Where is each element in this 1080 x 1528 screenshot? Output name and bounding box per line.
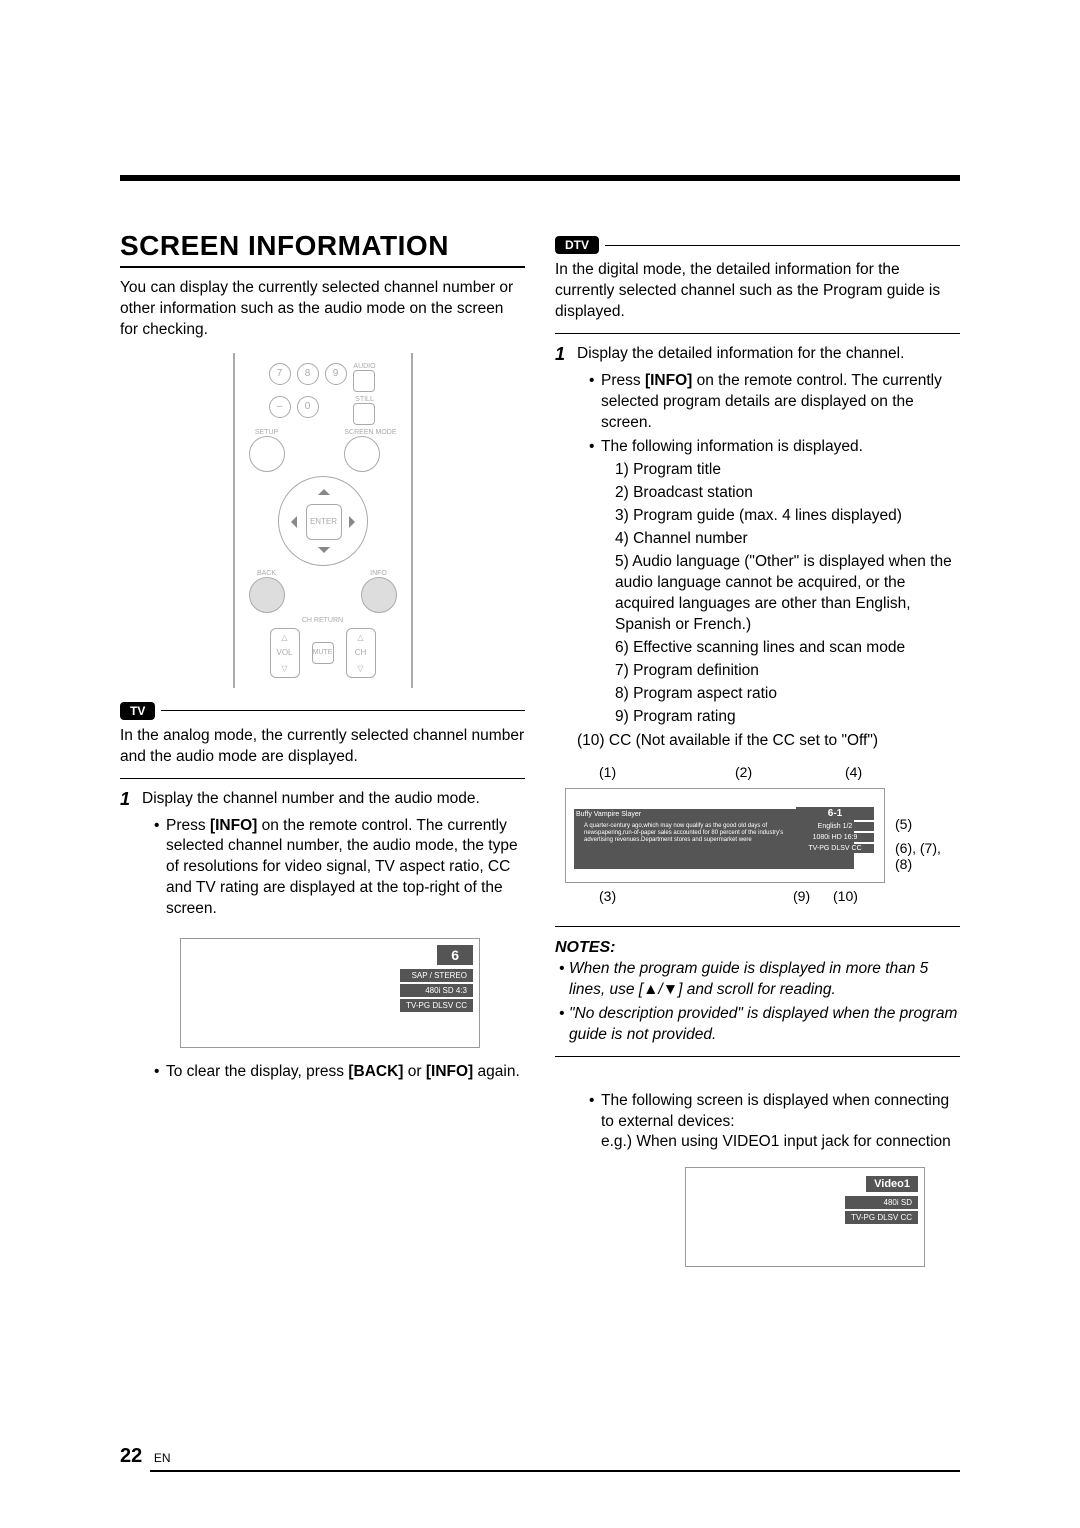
video-osd-figure: Video1 480i SD TV-PG DLSV CC <box>685 1167 960 1267</box>
dtv-channel: 6-1 <box>796 807 874 820</box>
callout-2: (2) <box>735 764 752 780</box>
left-step-1: 1 Display the channel number and the aud… <box>120 789 525 925</box>
info-item-3: 3) Program guide (max. 4 lines displayed… <box>615 506 960 527</box>
left-bullet-2: To clear the display, press [BACK] or [I… <box>154 1062 525 1083</box>
remote-screen-key <box>344 436 380 472</box>
remote-key-minus: – <box>269 396 291 418</box>
info-item-5: 5) Audio language ("Other" is displayed … <box>615 552 960 636</box>
remote-figure: 7 8 9 AUDIO – 0 STILL <box>120 353 525 688</box>
remote-mute-key: MUTE <box>312 642 334 664</box>
remote-key-8: 8 <box>297 363 319 385</box>
external-bullet: The following screen is displayed when c… <box>589 1091 960 1154</box>
info-label: INFO <box>361 570 397 577</box>
remote-still-key <box>353 403 375 425</box>
callout-678: (6), (7), (8) <box>895 840 955 872</box>
right-bullet-1: Press [INFO] on the remote control. The … <box>589 371 960 434</box>
info-item-8: 8) Program aspect ratio <box>615 684 960 705</box>
callout-3: (3) <box>599 888 616 904</box>
callout-10: (10) <box>833 888 858 904</box>
dtv-rating: TV-PG DLSV CC <box>796 844 874 853</box>
remote-dpad: ENTER <box>278 476 368 566</box>
screen-label: SCREEN MODE <box>344 429 396 436</box>
dtv-scan: 1080i HD 16:9 <box>796 833 874 842</box>
dtv-osd-figure: (1) (2) (4) (5) (6), (7), (8) (3) (9) (1… <box>555 764 960 914</box>
remote-key-9: 9 <box>325 363 347 385</box>
right-step-1: 1 Display the detailed information for t… <box>555 344 960 753</box>
audio-label: AUDIO <box>353 363 377 370</box>
dtv-program-title: Buffy Vampire Slayer <box>576 811 641 818</box>
osd-res: 480i SD 4:3 <box>400 984 473 997</box>
callout-4: (4) <box>845 764 862 780</box>
remote-ch-rocker: △CH▽ <box>346 628 376 678</box>
remote-vol-rocker: △VOL▽ <box>270 628 300 678</box>
step-number: 1 <box>555 344 577 753</box>
info-item-10: (10) CC (Not available if the CC set to … <box>577 731 960 752</box>
remote-info-key <box>361 577 397 613</box>
left-column: SCREEN INFORMATION You can display the c… <box>120 230 525 1281</box>
right-step-1-text: Display the detailed information for the… <box>577 344 960 365</box>
analog-osd-figure: 6 SAP / STEREO 480i SD 4:3 TV-PG DLSV CC <box>180 938 525 1048</box>
info-item-2: 2) Broadcast station <box>615 483 960 504</box>
info-item-4: 4) Channel number <box>615 529 960 550</box>
dtv-intro: In the digital mode, the detailed inform… <box>555 260 960 323</box>
notes-heading: NOTES: <box>555 937 960 959</box>
info-item-6: 6) Effective scanning lines and scan mod… <box>615 638 960 659</box>
step-number: 1 <box>120 789 142 925</box>
note-2: "No description provided" is displayed w… <box>559 1004 960 1046</box>
remote-setup-key <box>249 436 285 472</box>
osd-audio: SAP / STEREO <box>400 969 473 982</box>
tv-badge-row: TV <box>120 702 525 720</box>
dtv-guide-text: A quarter-century ago,which may now qual… <box>584 823 784 843</box>
page-heading: SCREEN INFORMATION <box>120 230 525 268</box>
setup-label: SETUP <box>249 429 285 436</box>
remote-enter-key: ENTER <box>306 504 342 540</box>
page-footer: 22 EN <box>120 1445 170 1468</box>
remote-audio-key <box>353 370 375 392</box>
video-res: 480i SD <box>845 1196 918 1209</box>
tv-intro: In the analog mode, the currently select… <box>120 726 525 768</box>
note-1: When the program guide is displayed in m… <box>559 959 960 1001</box>
remote-key-7: 7 <box>269 363 291 385</box>
right-column: DTV In the digital mode, the detailed in… <box>555 230 960 1281</box>
callout-9: (9) <box>793 888 810 904</box>
dpad-down-icon <box>318 547 330 559</box>
remote-back-key <box>249 577 285 613</box>
osd-channel: 6 <box>437 945 473 965</box>
dtv-badge: DTV <box>555 236 599 254</box>
video-label: Video1 <box>866 1176 918 1192</box>
page-lang: EN <box>154 1451 171 1465</box>
callout-5: (5) <box>895 816 912 832</box>
remote-key-0: 0 <box>297 396 319 418</box>
dtv-lang: English 1/2 <box>796 822 874 831</box>
info-item-9: 9) Program rating <box>615 707 960 728</box>
dpad-up-icon <box>318 483 330 495</box>
dpad-left-icon <box>285 516 297 528</box>
still-label: STILL <box>353 396 377 403</box>
intro-text: You can display the currently selected c… <box>120 278 525 341</box>
right-bullet-2: The following information is displayed. … <box>589 437 960 727</box>
dpad-right-icon <box>349 516 361 528</box>
back-label: BACK <box>249 570 285 577</box>
chreturn-label: CH RETURN <box>243 617 403 624</box>
page-content: SCREEN INFORMATION You can display the c… <box>120 180 960 1281</box>
callout-1: (1) <box>599 764 616 780</box>
dtv-badge-row: DTV <box>555 236 960 254</box>
info-item-7: 7) Program definition <box>615 661 960 682</box>
step-1-text: Display the channel number and the audio… <box>142 789 525 810</box>
info-item-1: 1) Program title <box>615 460 960 481</box>
footer-rule <box>150 1470 960 1472</box>
video-rating: TV-PG DLSV CC <box>845 1211 918 1224</box>
page-number: 22 <box>120 1445 142 1467</box>
left-bullet-1: Press [INFO] on the remote control. The … <box>154 816 525 921</box>
osd-rating: TV-PG DLSV CC <box>400 999 473 1012</box>
tv-badge: TV <box>120 702 155 720</box>
